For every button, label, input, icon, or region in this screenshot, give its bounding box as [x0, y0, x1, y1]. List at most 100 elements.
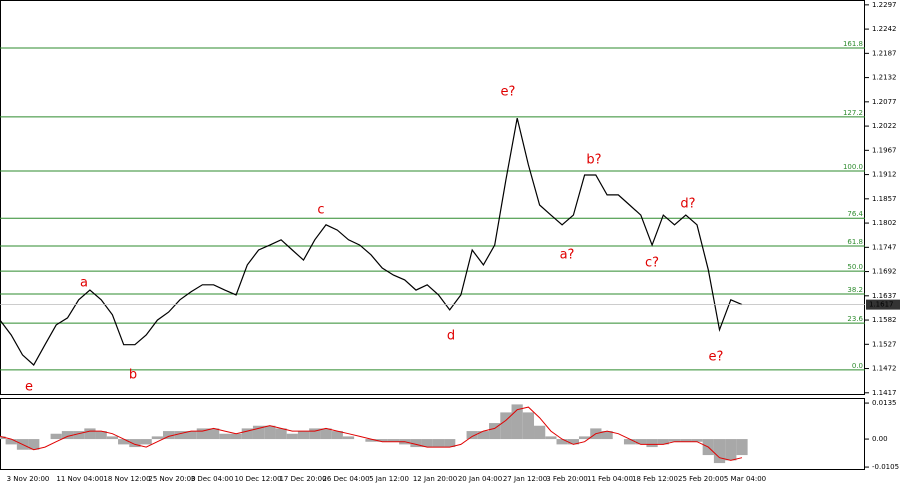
- y-tick-label: 1.1582: [872, 316, 897, 324]
- histogram-bar: [657, 439, 669, 445]
- x-tick-label: 3 Nov 20:00: [7, 475, 50, 483]
- histogram-bar: [309, 428, 321, 440]
- histogram-bar: [376, 439, 388, 442]
- wave-label: c: [317, 203, 324, 218]
- wave-label: e: [25, 380, 33, 395]
- histogram-bar: [331, 431, 343, 440]
- histogram-bar: [421, 439, 433, 448]
- fib-level-label: 161.8: [843, 40, 863, 48]
- histogram-bar: [556, 439, 568, 445]
- y-tick-label: 1.2077: [872, 98, 897, 106]
- histogram-bar: [511, 404, 523, 440]
- y-tick-label: 1.1692: [872, 268, 897, 276]
- y-tick-label: 0.0135: [872, 399, 897, 407]
- histogram-bar: [129, 439, 141, 448]
- histogram-bar: [5, 439, 17, 445]
- oscillator-panel-frame: [0, 398, 865, 470]
- y-tick-label: 0.00: [872, 435, 888, 443]
- wave-label: b: [129, 368, 137, 383]
- wave-label: a: [80, 276, 88, 291]
- histogram-bar: [713, 439, 726, 464]
- y-tick-label: 1.1747: [872, 243, 897, 251]
- signal-line: [0, 406, 743, 461]
- fib-level-label: 23.6: [847, 315, 863, 323]
- fib-level-label: 50.0: [847, 263, 863, 271]
- wave-label: b?: [586, 153, 601, 168]
- x-tick-label: 20 Jan 04:00: [458, 475, 502, 483]
- x-tick-label: 11 Feb 04:00: [587, 475, 633, 483]
- histogram-bar: [61, 431, 74, 440]
- wave-label: d?: [680, 197, 695, 212]
- histogram-bar: [219, 433, 231, 440]
- histogram-bar: [118, 439, 130, 445]
- histogram-bar: [241, 428, 253, 440]
- histogram-bar: [477, 431, 490, 440]
- y-tick-label: 1.1857: [872, 195, 897, 203]
- x-tick-label: 27 Jan 12:00: [503, 475, 547, 483]
- histogram-bar: [163, 431, 175, 440]
- histogram-bar: [230, 433, 242, 440]
- histogram-bar: [252, 425, 265, 440]
- histogram-bar: [185, 431, 197, 440]
- histogram-bar: [646, 439, 658, 448]
- x-tick-label: 10 Dec 12:00: [234, 475, 281, 483]
- y-tick-label: 1.2132: [872, 74, 897, 82]
- histogram-bar: [320, 428, 332, 440]
- x-tick-label: 18 Feb 12:00: [632, 475, 678, 483]
- histogram-bar: [264, 425, 276, 440]
- fib-level-label: 76.4: [847, 210, 863, 218]
- histogram-bar: [522, 412, 535, 440]
- x-tick-label: 3 Dec 04:00: [191, 475, 234, 483]
- x-tick-label: 3 Feb 20:00: [546, 475, 587, 483]
- histogram-bar: [668, 439, 681, 442]
- histogram-bar: [286, 433, 298, 440]
- x-tick-label: 17 Dec 20:00: [279, 475, 326, 483]
- histogram-bar: [297, 431, 310, 440]
- histogram-bar: [578, 436, 591, 440]
- histogram-bar: [196, 428, 208, 440]
- histogram-bar: [500, 412, 512, 440]
- y-tick-label: 1.2297: [872, 1, 897, 9]
- histogram-bar: [0, 436, 6, 440]
- x-tick-label: 12 Jan 20:00: [413, 475, 457, 483]
- histogram-bar: [410, 439, 422, 448]
- fib-level-label: 38.2: [847, 286, 863, 294]
- y-tick-label: 1.2022: [872, 122, 897, 130]
- histogram-bar: [73, 431, 85, 440]
- fib-level-label: 61.8: [847, 238, 863, 246]
- x-tick-label: 5 Jan 12:00: [369, 475, 409, 483]
- y-tick-label: 1.1472: [872, 365, 897, 373]
- last-price-box: [866, 299, 900, 310]
- y-tick-label: 1.1912: [872, 171, 897, 179]
- x-tick-label: 25 Feb 20:00: [678, 475, 724, 483]
- histogram-bar: [545, 436, 557, 440]
- price-line: [0, 117, 743, 366]
- fib-level-label: 0.0: [852, 362, 863, 370]
- x-tick-label: 18 Nov 12:00: [103, 475, 150, 483]
- y-tick-label: 1.1417: [872, 389, 897, 397]
- y-tick-label: 1.1527: [872, 340, 897, 348]
- x-tick-label: 26 Dec 04:00: [322, 475, 369, 483]
- histogram-bar: [50, 433, 62, 440]
- wave-label: d: [447, 329, 455, 344]
- fib-level-label: 127.2: [843, 109, 863, 117]
- y-tick-label: -0.0105: [872, 463, 899, 471]
- histogram-bar: [275, 428, 287, 440]
- y-tick-label: 1.2242: [872, 25, 897, 33]
- histogram-bar: [489, 423, 501, 440]
- histogram-bar: [444, 439, 456, 448]
- histogram-bar: [207, 428, 220, 440]
- histogram-bar: [567, 439, 579, 445]
- y-tick-label: 1.1802: [872, 219, 897, 227]
- histogram-bar: [84, 428, 96, 440]
- histogram-bar: [140, 439, 152, 445]
- histogram-bar: [387, 439, 400, 442]
- wave-label: e?: [709, 350, 724, 365]
- histogram-bar: [680, 439, 692, 442]
- price-panel-frame: [0, 0, 865, 395]
- histogram-bar: [174, 431, 186, 440]
- x-tick-label: 25 Nov 20:00: [148, 475, 195, 483]
- histogram-bar: [601, 431, 613, 440]
- wave-label: e?: [501, 85, 516, 100]
